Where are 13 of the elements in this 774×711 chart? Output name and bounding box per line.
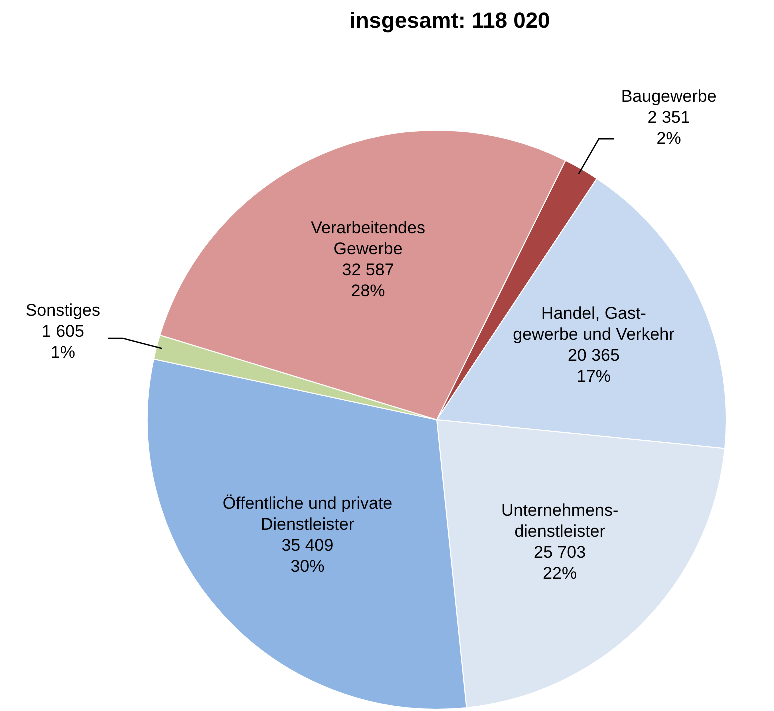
slice-label: Verarbeitendes Gewerbe <box>311 218 426 259</box>
slice-label: Öffentliche und private Dienstleister <box>222 494 393 534</box>
slice-label: Sonstiges <box>26 300 100 320</box>
data-label: 35 409 30% <box>282 536 334 576</box>
data-label: 25 703 22% <box>534 542 586 583</box>
slice-label: Baugewerbe <box>621 86 717 106</box>
chart-title: insgesamt: 118 020 <box>350 8 550 34</box>
data-label: 1 605 1% <box>42 322 84 362</box>
data-label: 20 365 17% <box>568 346 620 386</box>
data-label: 2 351 2% <box>648 108 690 148</box>
slice-label: Unternehmens- dienstleister <box>501 500 619 541</box>
slice-label: Handel, Gast- gewerbe und Verkehr <box>513 304 676 344</box>
data-label: 32 587 28% <box>342 260 394 301</box>
